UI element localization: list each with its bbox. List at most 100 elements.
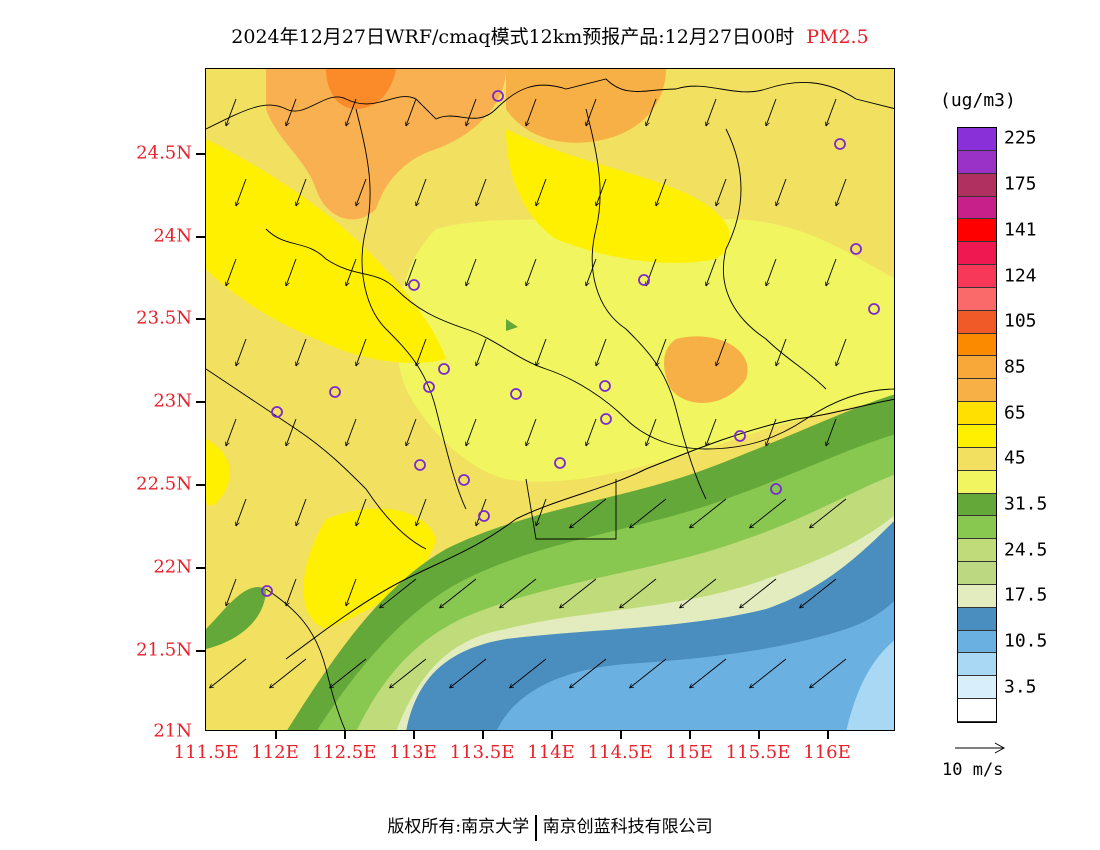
wind-arrow	[406, 418, 417, 445]
legend-swatch	[958, 539, 996, 563]
coastline	[285, 398, 894, 660]
legend-swatch	[958, 676, 996, 700]
legend-swatch	[958, 607, 996, 631]
legend-swatch	[958, 402, 996, 425]
lon-tick	[620, 731, 622, 739]
wind-arrow	[810, 498, 847, 528]
title-text: 2024年12月27日WRF/cmaq模式12km预报产品:12月27日00时	[231, 26, 795, 48]
wind-arrow	[330, 658, 367, 688]
wind-arrow	[716, 178, 727, 205]
wind-arrow	[646, 98, 657, 125]
wind-arrow	[570, 658, 607, 688]
legend-swatch	[958, 470, 996, 494]
wind-arrow	[826, 98, 837, 125]
wind-arrow	[476, 338, 487, 365]
wind-arrow	[210, 658, 247, 688]
legend-swatch	[958, 128, 996, 151]
lat-label-24-5n: 24.5N	[136, 142, 192, 164]
wind-arrow	[286, 418, 297, 445]
wind-arrow	[836, 178, 847, 205]
province-boundaries	[206, 78, 894, 730]
wind-arrow	[476, 178, 487, 205]
bright-yellow-sw	[303, 508, 436, 629]
wind-arrow	[810, 658, 847, 688]
station-marker	[599, 380, 611, 392]
wind-arrow	[466, 98, 477, 125]
wind-arrow	[406, 98, 417, 125]
legend-swatch	[958, 653, 996, 677]
wind-arrow	[836, 338, 847, 365]
lon-tick	[482, 731, 484, 739]
boundary-east	[722, 128, 827, 390]
legend-label: 10.5	[1004, 630, 1048, 652]
wind-arrow	[690, 658, 727, 688]
legend-label: 17.5	[1004, 584, 1048, 606]
boundary-middle	[265, 228, 894, 450]
green-sw-patch	[206, 587, 266, 649]
wind-arrow	[570, 498, 607, 528]
wind-arrow	[750, 498, 787, 528]
wind-arrow	[630, 498, 667, 528]
station-marker	[478, 510, 490, 522]
wind-arrow	[536, 178, 547, 205]
wind-arrow	[526, 98, 537, 125]
lat-label-23n: 23N	[153, 390, 192, 412]
footer-separator	[535, 814, 537, 841]
copyright-footer: 版权所有:南京大学 南京创蓝科技有限公司	[0, 812, 1100, 841]
wind-reference-label: 10 m/s	[942, 760, 1004, 780]
lat-tick	[196, 318, 205, 320]
legend-swatch	[958, 562, 996, 585]
wind-arrow	[596, 338, 607, 365]
lon-tick	[275, 731, 277, 739]
wind-arrow	[296, 498, 307, 525]
station-marker	[600, 413, 612, 425]
station-marker	[492, 90, 504, 102]
lon-label-115-5e: 115.5E	[725, 742, 791, 763]
lat-label-21-5n: 21.5N	[136, 639, 192, 661]
lat-tick	[196, 484, 205, 486]
legend-label: 175	[1004, 173, 1037, 195]
wind-arrow	[466, 418, 477, 445]
lat-tick	[196, 236, 205, 238]
wind-arrow	[226, 258, 237, 285]
wind-arrow	[716, 338, 727, 365]
wind-arrow	[236, 338, 247, 365]
station-marker	[510, 388, 522, 400]
wind-arrow	[440, 578, 477, 608]
wind-arrow	[390, 658, 427, 688]
dark-orange-patch	[326, 69, 396, 109]
legend-swatch	[958, 333, 996, 357]
wind-arrow	[740, 578, 777, 608]
wind-arrow	[226, 98, 237, 125]
wind-arrow	[406, 258, 417, 285]
green-dot-patch	[506, 319, 518, 331]
wind-arrow	[236, 498, 247, 525]
wind-arrow	[226, 578, 237, 605]
wind-arrow	[630, 658, 667, 688]
lon-label-112-5e: 112.5E	[311, 742, 377, 763]
legend-label: 65	[1004, 402, 1026, 424]
wind-arrow	[226, 418, 237, 445]
lon-tick	[827, 731, 829, 739]
station-marker	[329, 386, 341, 398]
lon-label-114e: 114E	[527, 742, 575, 763]
wind-arrow	[500, 578, 537, 608]
wind-arrow	[706, 98, 717, 125]
wind-arrow	[750, 658, 787, 688]
lon-label-116e: 116E	[803, 742, 851, 763]
wind-arrow	[356, 338, 367, 365]
station-marker	[868, 303, 880, 315]
wind-arrow	[526, 258, 537, 285]
boundary-north	[206, 78, 894, 130]
lon-label-113-5e: 113.5E	[449, 742, 515, 763]
wind-arrow	[776, 178, 787, 205]
legend-label: 105	[1004, 310, 1037, 332]
wind-arrow	[766, 258, 777, 285]
wind-arrow	[270, 658, 307, 688]
legend-unit: (ug/m3)	[940, 90, 1016, 111]
wind-arrow	[356, 178, 367, 205]
station-marker	[423, 381, 435, 393]
lon-tick	[413, 731, 415, 739]
bright-yellow-north	[506, 129, 731, 263]
legend-swatch	[958, 379, 996, 403]
